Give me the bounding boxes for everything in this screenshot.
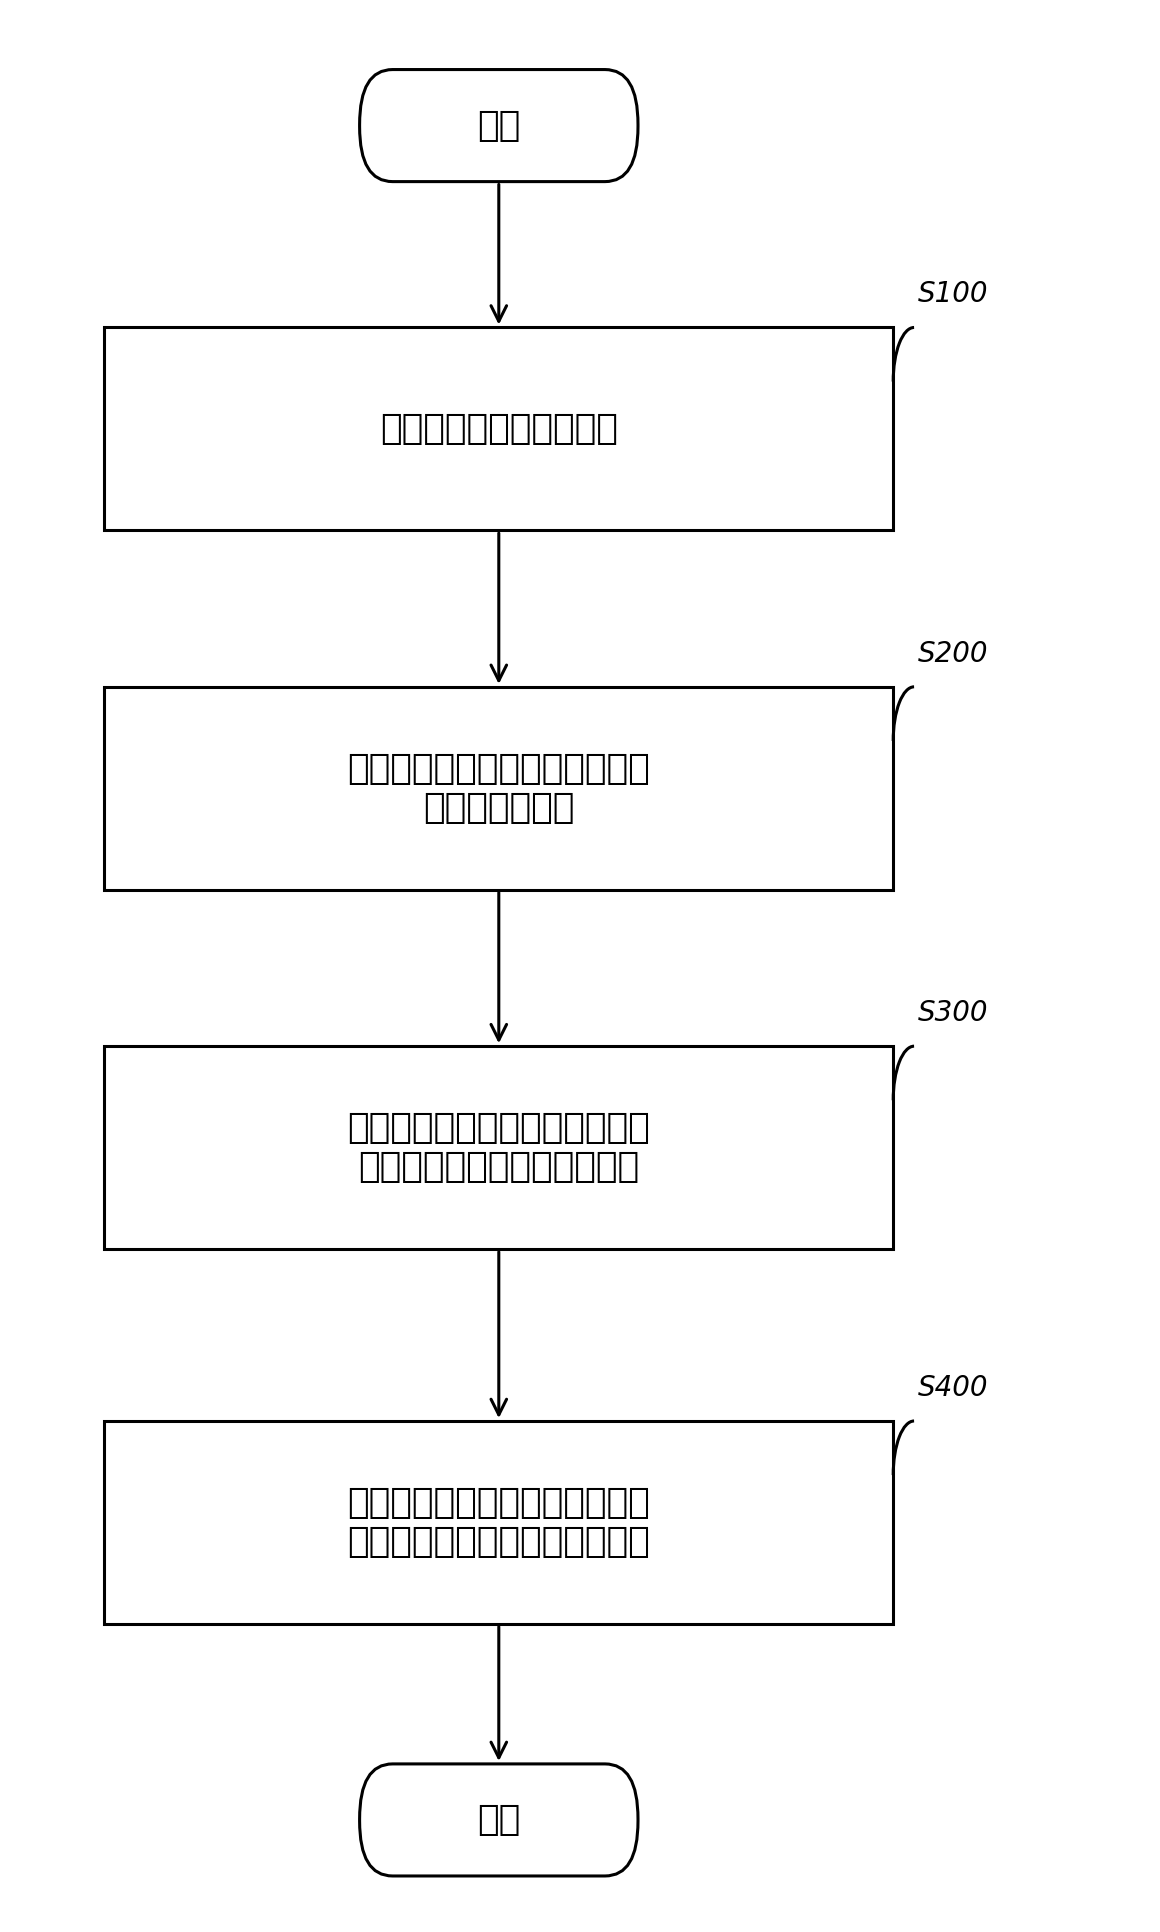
Text: 将所述定位设备控制策略发送至
与所述用户信息关联的定位设备: 将所述定位设备控制策略发送至 与所述用户信息关联的定位设备	[348, 1486, 650, 1559]
FancyBboxPatch shape	[360, 1764, 638, 1876]
Text: 接收到运输订单生成通知: 接收到运输订单生成通知	[379, 412, 618, 446]
Bar	[104, 688, 893, 889]
Text: 根据所述运输订单信息和所述用
户信息配置定位设备控制策略: 根据所述运输订单信息和所述用 户信息配置定位设备控制策略	[348, 1111, 650, 1184]
Bar	[104, 327, 893, 529]
Text: 结束: 结束	[477, 1803, 521, 1837]
Text: S200: S200	[919, 639, 988, 668]
Text: S100: S100	[919, 280, 988, 309]
FancyBboxPatch shape	[360, 70, 638, 182]
Bar	[104, 1422, 893, 1623]
Bar	[104, 1047, 893, 1248]
Text: S400: S400	[919, 1374, 988, 1403]
Text: 开始: 开始	[477, 108, 521, 143]
Text: 获取运输订单信息和与运输订单
关联的用户信息: 获取运输订单信息和与运输订单 关联的用户信息	[348, 752, 650, 825]
Text: S300: S300	[919, 999, 988, 1028]
